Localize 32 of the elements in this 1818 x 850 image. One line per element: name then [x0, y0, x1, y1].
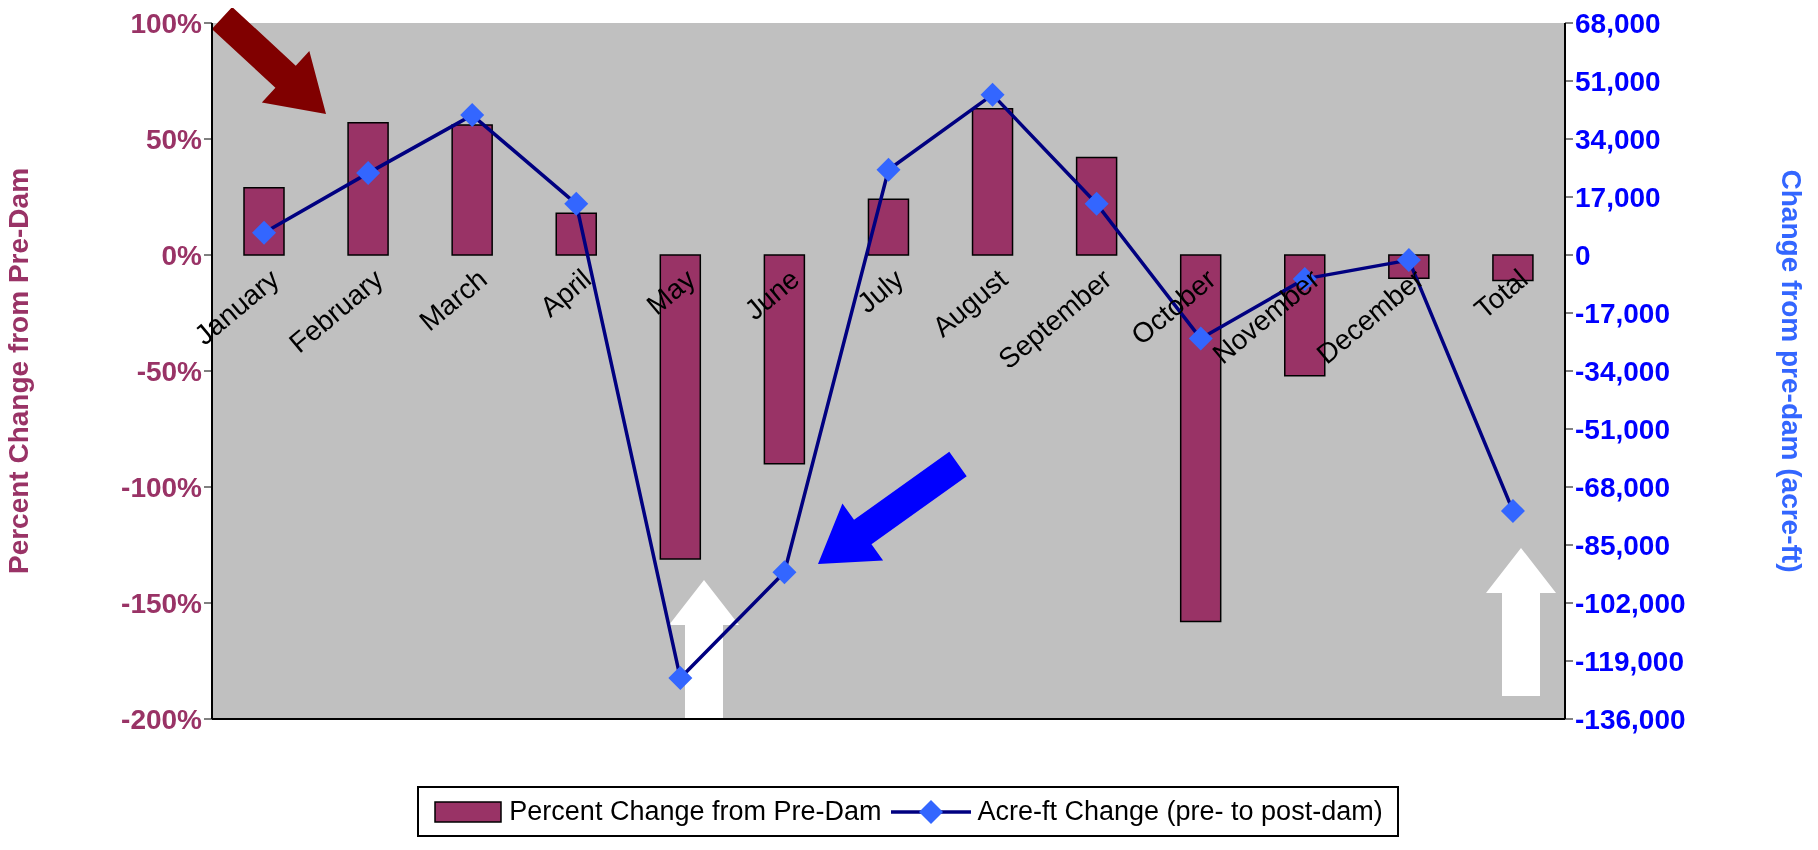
y2-tick-label: -68,000: [1575, 471, 1670, 503]
y2-tick-label: -102,000: [1575, 587, 1686, 619]
y2-tick-label: -51,000: [1575, 413, 1670, 445]
y-tick-label: 100%: [130, 7, 203, 39]
x-tick-label: June: [738, 263, 806, 326]
y2-tick-label: 51,000: [1575, 65, 1661, 97]
x-tick-label: May: [640, 263, 702, 321]
y2-tick-label: 17,000: [1575, 181, 1661, 213]
y-tick-label: 0%: [161, 239, 203, 271]
y2-tick-label: -119,000: [1575, 645, 1684, 677]
y2-tick-label: -85,000: [1575, 529, 1670, 561]
y2-tick-label: 34,000: [1575, 123, 1661, 155]
bar: [867, 198, 910, 256]
y-tick-label: -200%: [121, 703, 203, 735]
y2-axis-title: Change from pre-dam (acre-ft): [1776, 169, 1808, 573]
bar: [451, 124, 493, 256]
y2-tick-label: 0: [1575, 239, 1591, 271]
bar: [971, 108, 1014, 256]
bar: [347, 122, 389, 256]
y2-tick-label: -34,000: [1575, 355, 1670, 387]
bar: [555, 212, 597, 256]
y-tick-label: -50%: [136, 355, 203, 387]
y-tick-label: -150%: [121, 587, 203, 619]
y2-tick-label: 68,000: [1575, 7, 1661, 39]
legend-label: Acre-ft Change (pre- to post-dam): [977, 796, 1383, 827]
y2-tick-label: -17,000: [1575, 297, 1670, 329]
y-tick-label: -100%: [121, 471, 203, 503]
x-tick-label: July: [851, 263, 910, 319]
y-axis-title: Percent Change from Pre-Dam: [2, 167, 34, 575]
y2-tick-label: -136,000: [1575, 703, 1686, 735]
legend-label: Percent Change from Pre-Dam: [509, 796, 882, 827]
y-tick-label: 50%: [145, 123, 203, 155]
